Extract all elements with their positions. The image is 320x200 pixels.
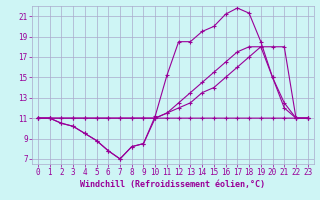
X-axis label: Windchill (Refroidissement éolien,°C): Windchill (Refroidissement éolien,°C) <box>80 180 265 189</box>
